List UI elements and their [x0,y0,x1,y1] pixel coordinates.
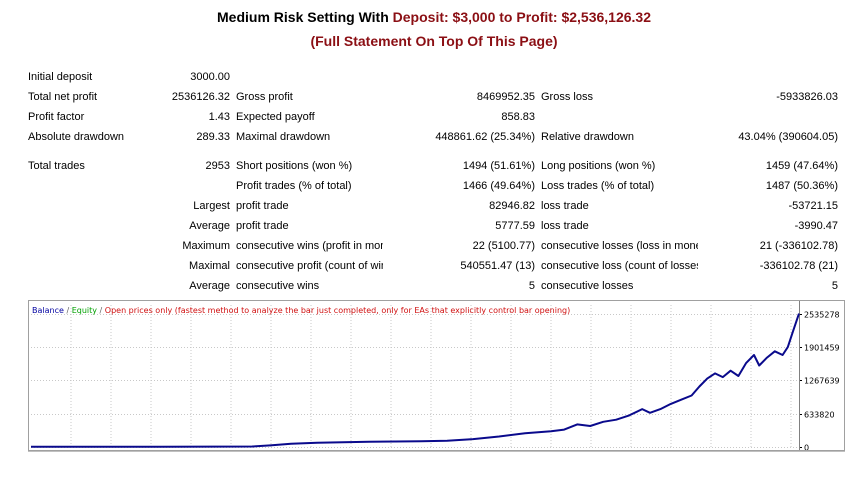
average-consecutive-wins-label: consecutive wins [236,280,320,292]
maximal-drawdown-value: 448861.62 (25.34%) [435,131,535,143]
total-trades-value: 2953 [205,160,230,172]
profit-trades-label: Profit trades (% of total) [236,180,352,192]
largest-profit-label: profit trade [236,200,289,212]
expected-payoff-label: Expected payoff [236,111,315,123]
profit-factor-value: 1.43 [208,111,230,123]
initial-deposit-value: 3000.00 [190,71,230,83]
legend-balance: Balance [32,306,64,315]
gross-profit-label: Gross profit [236,91,293,103]
maximal-drawdown-label: Maximal drawdown [236,131,331,143]
average-consecutive-losses-label: consecutive losses [541,280,634,292]
gross-loss-value: -5933826.03 [776,91,838,103]
maximal-prefix: Maximal [189,260,230,272]
row-drawdown: Absolute drawdown 289.33 Maximal drawdow… [25,127,841,147]
largest-loss-value: -53721.15 [788,200,838,212]
average-prefix: Average [189,220,230,232]
short-positions-value: 1494 (51.61%) [462,160,535,172]
legend-equity: Equity [71,306,97,315]
average-consecutive-wins-value: 5 [528,280,535,292]
loss-trades-value: 1487 (50.36%) [765,180,838,192]
row-maximal: Maximal consecutive profit (count of win… [25,256,841,276]
legend-separator: / [63,306,72,315]
maximum-wins-value: 22 (5100.77) [472,240,535,252]
relative-drawdown-value: 43.04% (390604.05) [738,131,838,143]
average-loss-label: loss trade [541,220,589,232]
largest-loss-label: loss trade [541,200,589,212]
legend-test-mode: Open prices only (fastest method to anal… [104,306,571,315]
total-net-profit-label: Total net profit [28,91,98,103]
report-title: Medium Risk Setting With Deposit: $3,000… [0,9,868,25]
profit-trades-value: 1466 (49.64%) [462,180,535,192]
report-subtitle: (Full Statement On Top Of This Page) [310,33,558,49]
row-maximum: Maximum consecutive wins (profit in mone… [25,236,841,256]
total-net-profit-value: 2536126.32 [171,91,230,103]
average-profit-value: 5777.59 [495,220,535,232]
initial-deposit-label: Initial deposit [28,71,93,83]
chart-bottom-edge [28,451,845,455]
absolute-drawdown-label: Absolute drawdown [28,131,125,143]
maximal-profit-value: 540551.47 (13) [460,260,535,272]
y-tick-label: 2535278 [804,311,840,320]
maximum-wins-label: consecutive wins (profit in money) [236,240,383,252]
maximum-losses-value: 21 (-336102.78) [759,240,838,252]
long-positions-label: Long positions (won %) [541,160,656,172]
absolute-drawdown-value: 289.33 [196,131,230,143]
average-loss-value: -3990.47 [794,220,838,232]
maximal-profit-label: consecutive profit (count of wins) [236,260,383,272]
legend-separator: / [96,306,105,315]
balance-chart: 0 633820 1267639 1901459 2535278 Balance / E… [28,300,845,451]
row-average: Average profit trade 5777.59 loss trade … [25,216,841,236]
gross-loss-label: Gross loss [541,91,593,103]
row-profit-trades: Profit trades (% of total) 1466 (49.64%)… [25,176,841,196]
average-consecutive-prefix: Average [189,280,230,292]
profit-factor-label: Profit factor [28,111,85,123]
long-positions-value: 1459 (47.64%) [765,160,838,172]
chart-legend: Balance / Equity / Open prices only (fas… [32,306,570,315]
y-tick-label: 633820 [804,411,835,420]
expected-payoff-value: 858.83 [501,111,535,123]
row-total-net-profit: Total net profit 2536126.32 Gross profit… [25,87,841,107]
title-prefix: Medium Risk Setting With [217,9,393,25]
short-positions-label: Short positions (won %) [236,160,353,172]
balance-series-line [31,313,800,448]
y-tick-label: 1901459 [804,344,840,353]
largest-prefix: Largest [193,200,230,212]
balance-chart-svg: 0 633820 1267639 1901459 2535278 [31,301,840,451]
y-tick-label: 1267639 [804,377,840,386]
row-average-consecutive: Average consecutive wins 5 consecutive l… [25,276,841,296]
largest-profit-value: 82946.82 [489,200,535,212]
y-tick-label: 0 [804,444,809,451]
loss-trades-label: Loss trades (% of total) [541,180,655,192]
maximum-prefix: Maximum [182,240,230,252]
average-profit-label: profit trade [236,220,289,232]
total-trades-label: Total trades [28,160,85,172]
row-largest: Largest profit trade 82946.82 loss trade… [25,196,841,216]
maximum-losses-label: consecutive losses (loss in money) [541,240,698,252]
maximal-loss-label: consecutive loss (count of losses) [541,260,698,272]
title-highlight: Deposit: $3,000 to Profit: $2,536,126.32 [392,9,651,25]
statistics-table: Initial deposit 3000.00 Total net profit… [25,67,841,296]
row-total-trades: Total trades 2953 Short positions (won %… [25,156,841,176]
gross-profit-value: 8469952.35 [476,91,535,103]
maximal-loss-value: -336102.78 (21) [759,260,838,272]
average-consecutive-losses-value: 5 [831,280,838,292]
row-profit-factor: Profit factor 1.43 Expected payoff 858.8… [25,107,841,127]
row-initial-deposit: Initial deposit 3000.00 [25,67,841,87]
relative-drawdown-label: Relative drawdown [541,131,634,143]
